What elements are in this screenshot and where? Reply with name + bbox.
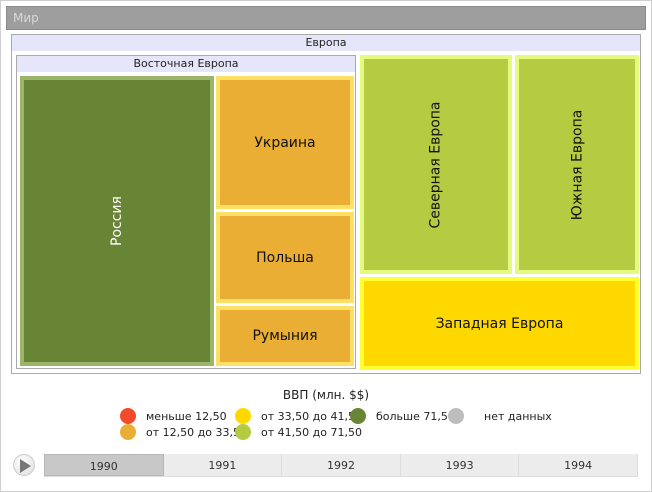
- eastern-europe-header[interactable]: Восточная Европа: [17, 56, 355, 72]
- legend-dot-icon: [235, 424, 251, 440]
- play-button[interactable]: [13, 454, 35, 476]
- tile-russia[interactable]: Россия: [20, 76, 214, 366]
- tile-poland[interactable]: Польша: [216, 212, 354, 303]
- root-node-mir[interactable]: Мир: [6, 6, 646, 30]
- timeline-year-1993[interactable]: 1993: [401, 454, 520, 476]
- tile-northern-europe[interactable]: Северная Европа: [360, 55, 512, 274]
- legend-item: от 41,50 до 71,50: [235, 424, 362, 440]
- europe-header[interactable]: Европа: [12, 35, 640, 51]
- legend-item: больше 71,50: [350, 408, 455, 424]
- tile-label: Россия: [109, 196, 125, 246]
- timeline-year-1992[interactable]: 1992: [282, 454, 401, 476]
- legend-label: нет данных: [484, 409, 552, 423]
- timeline[interactable]: 1990 1991 1992 1993 1994: [44, 454, 638, 477]
- legend-title: ВВП (млн. $$): [282, 388, 370, 402]
- legend-dot-icon: [448, 408, 464, 424]
- legend-dot-icon: [235, 408, 251, 424]
- legend-dot-icon: [350, 408, 366, 424]
- tile-western-europe[interactable]: Западная Европа: [360, 277, 639, 370]
- legend-dot-icon: [120, 424, 136, 440]
- tile-romania[interactable]: Румыния: [216, 306, 354, 366]
- timeline-year-1990[interactable]: 1990: [44, 454, 164, 476]
- tile-label: Южная Европа: [569, 109, 585, 220]
- node-europe[interactable]: Европа Восточная Европа Россия Украина П…: [11, 34, 641, 374]
- tile-southern-europe[interactable]: Южная Европа: [515, 55, 639, 274]
- legend-item: меньше 12,50: [120, 408, 227, 424]
- tile-ukraine[interactable]: Украина: [216, 76, 354, 209]
- legend-label: меньше 12,50: [146, 409, 227, 423]
- tile-label: Западная Европа: [435, 315, 564, 332]
- legend-label: от 41,50 до 71,50: [261, 425, 362, 439]
- legend-item: от 12,50 до 33,50: [120, 424, 247, 440]
- tile-label: Польша: [256, 249, 314, 266]
- legend-label: от 12,50 до 33,50: [146, 425, 247, 439]
- tile-label: Румыния: [252, 328, 318, 344]
- node-eastern-europe[interactable]: Восточная Европа Россия Украина Польша Р…: [16, 55, 356, 369]
- timeline-year-1994[interactable]: 1994: [519, 454, 638, 476]
- tile-label: Украина: [254, 134, 316, 151]
- legend-item: от 33,50 до 41,50: [235, 408, 362, 424]
- legend-dot-icon: [120, 408, 136, 424]
- tile-label: Северная Европа: [428, 100, 444, 229]
- timeline-year-1991[interactable]: 1991: [164, 454, 283, 476]
- legend-item: нет данных: [448, 408, 552, 424]
- legend-label: больше 71,50: [376, 409, 455, 423]
- legend-label: от 33,50 до 41,50: [261, 409, 362, 423]
